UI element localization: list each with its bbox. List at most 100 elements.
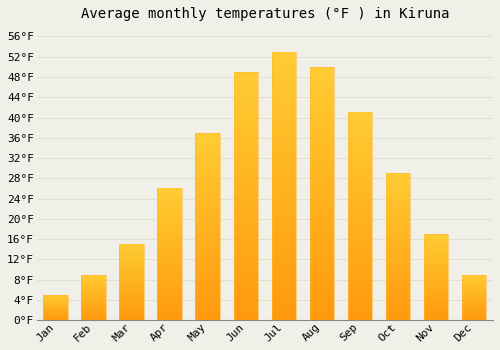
Bar (272, 306, 296, 308)
Bar (272, 201, 296, 202)
Bar (272, 308, 296, 309)
Bar (348, 294, 372, 295)
Bar (234, 168, 258, 169)
Bar (348, 244, 372, 245)
Bar (348, 225, 372, 226)
Bar (310, 319, 334, 320)
Bar (44, 299, 68, 300)
Bar (234, 294, 258, 295)
Bar (234, 306, 258, 308)
Bar (196, 201, 220, 202)
Bar (424, 235, 448, 237)
Bar (272, 272, 296, 273)
Bar (234, 150, 258, 152)
Bar (120, 273, 144, 275)
Bar (348, 215, 372, 216)
Bar (234, 238, 258, 239)
Bar (44, 316, 68, 318)
Bar (120, 268, 144, 270)
Bar (310, 226, 334, 228)
Bar (196, 240, 220, 242)
Bar (386, 233, 410, 234)
Bar (272, 125, 296, 126)
Bar (272, 286, 296, 287)
Bar (310, 267, 334, 268)
Bar (310, 140, 334, 142)
Bar (158, 312, 182, 313)
Bar (158, 239, 182, 240)
Bar (348, 277, 372, 279)
Bar (310, 161, 334, 162)
Bar (386, 257, 410, 258)
Bar (424, 304, 448, 305)
Bar (120, 284, 144, 285)
Bar (120, 254, 144, 256)
Bar (196, 204, 220, 205)
Bar (348, 257, 372, 258)
Bar (386, 262, 410, 263)
Bar (158, 281, 182, 282)
Bar (196, 173, 220, 175)
Bar (234, 162, 258, 163)
Bar (158, 230, 182, 232)
Bar (386, 200, 410, 201)
Bar (234, 257, 258, 258)
Bar (158, 313, 182, 314)
Bar (120, 267, 144, 268)
Bar (348, 159, 372, 161)
Bar (158, 224, 182, 225)
Bar (158, 235, 182, 237)
Bar (310, 177, 334, 178)
Bar (234, 243, 258, 244)
Bar (348, 171, 372, 172)
Bar (158, 253, 182, 254)
Bar (272, 124, 296, 125)
Bar (272, 143, 296, 144)
Bar (386, 216, 410, 218)
Bar (386, 301, 410, 302)
Bar (234, 210, 258, 211)
Bar (196, 239, 220, 240)
Bar (348, 316, 372, 318)
Bar (310, 237, 334, 238)
Bar (424, 245, 448, 247)
Bar (158, 318, 182, 319)
Bar (348, 287, 372, 289)
Bar (234, 106, 258, 107)
Bar (196, 208, 220, 209)
Bar (272, 155, 296, 157)
Bar (424, 242, 448, 243)
Bar (272, 177, 296, 178)
Bar (196, 210, 220, 211)
Bar (120, 312, 144, 313)
Bar (234, 259, 258, 261)
Bar (234, 211, 258, 212)
Bar (386, 304, 410, 305)
Bar (82, 282, 106, 284)
Bar (272, 232, 296, 233)
Bar (310, 197, 334, 198)
Bar (310, 263, 334, 265)
Bar (424, 308, 448, 309)
Bar (310, 284, 334, 285)
Bar (196, 271, 220, 272)
Bar (272, 310, 296, 312)
Bar (348, 224, 372, 225)
Bar (234, 161, 258, 162)
Bar (386, 196, 410, 197)
Bar (424, 262, 448, 263)
Bar (272, 282, 296, 284)
Bar (158, 316, 182, 318)
Bar (158, 277, 182, 279)
Bar (348, 124, 372, 125)
Bar (310, 175, 334, 176)
Bar (424, 314, 448, 315)
Bar (120, 310, 144, 312)
Bar (196, 176, 220, 177)
Bar (234, 279, 258, 280)
Bar (348, 145, 372, 147)
Bar (120, 298, 144, 299)
Bar (196, 313, 220, 314)
Bar (348, 220, 372, 222)
Bar (44, 310, 68, 312)
